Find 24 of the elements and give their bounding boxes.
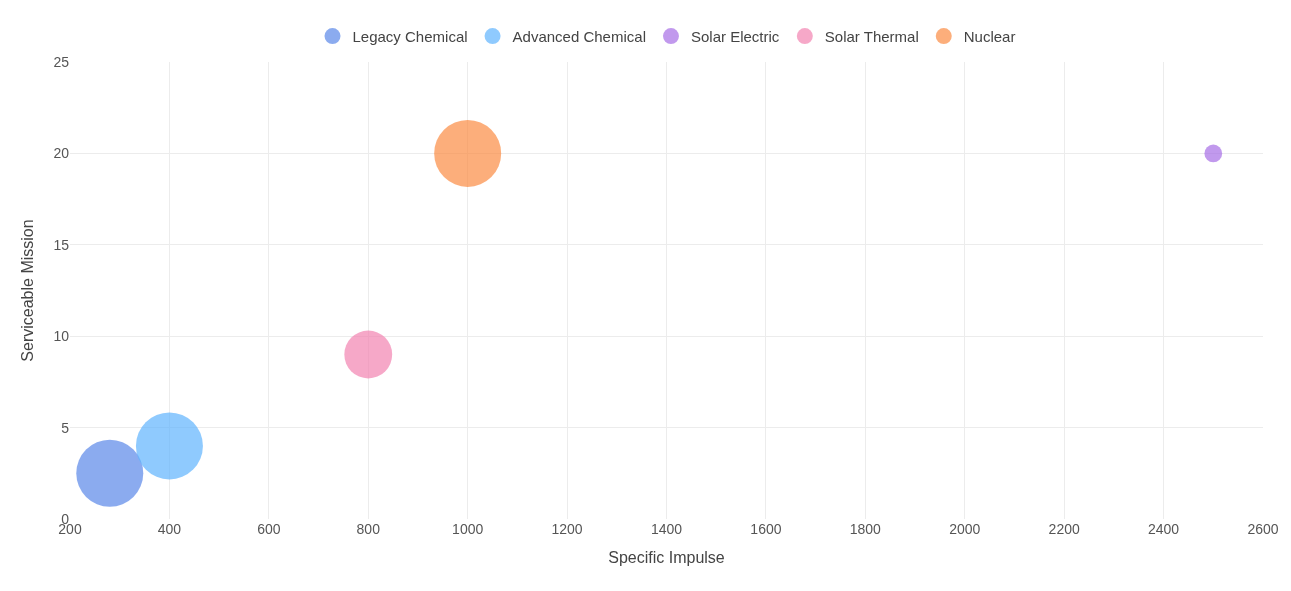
x-tick-label: 2000 (949, 521, 981, 537)
y-axis-title: Serviceable Mission (19, 219, 37, 362)
y-tick-label: 10 (53, 328, 70, 345)
x-tick-label: 2400 (1148, 521, 1180, 537)
x-tick-label: 2200 (1048, 521, 1080, 537)
x-tick-label: 1600 (750, 521, 782, 537)
x-tick-label: 400 (157, 521, 182, 537)
x-axis-title: Specific Impulse (608, 548, 725, 566)
x-tick-label: 1000 (452, 521, 484, 537)
x-tick-label: 2600 (1247, 521, 1279, 537)
x-tick-label: 1800 (849, 521, 882, 537)
x-tick-label: 800 (356, 521, 381, 537)
x-tick-label: 1200 (551, 521, 583, 537)
legend-label: Solar Thermal (824, 27, 919, 45)
legend-label: Solar Electric (690, 27, 780, 45)
x-tick-label: 1400 (650, 521, 683, 537)
legend-label: Advanced Chemical (512, 27, 646, 45)
y-tick-label: 15 (53, 236, 70, 253)
legend-label: Nuclear (963, 27, 1016, 45)
y-tick-label: 5 (61, 419, 70, 436)
y-tick-label: 20 (53, 145, 70, 162)
x-tick-label: 600 (257, 521, 281, 537)
y-tick-label: 25 (53, 53, 70, 70)
legend-label: Legacy Chemical (352, 27, 468, 45)
